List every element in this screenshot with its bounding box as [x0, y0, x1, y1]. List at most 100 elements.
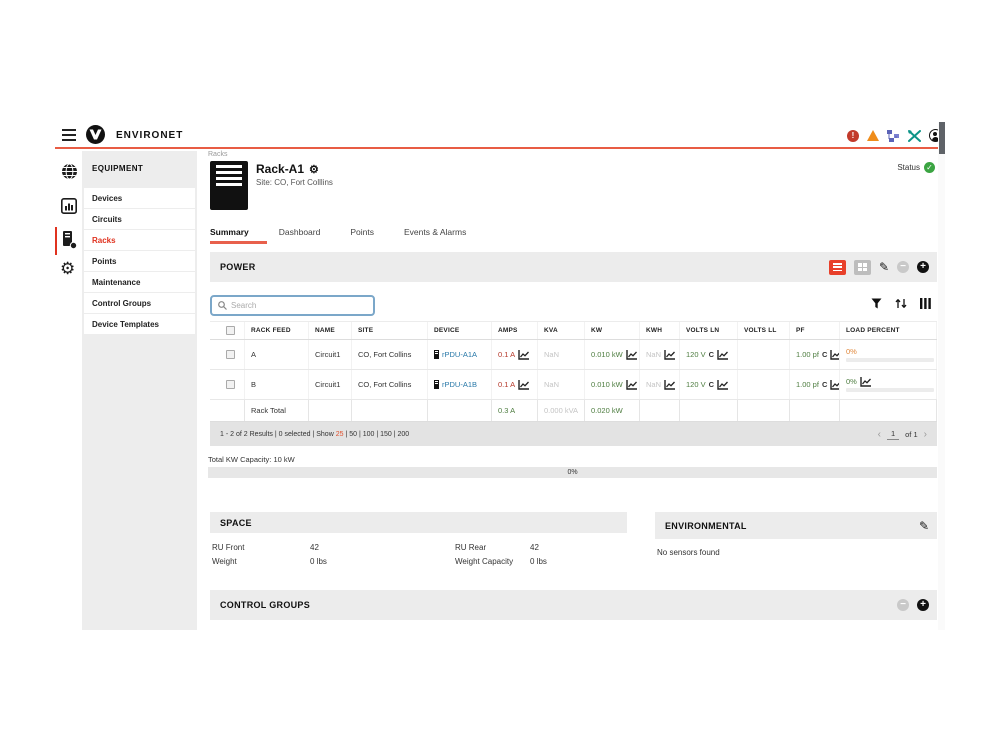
control-groups-add-button[interactable]: +	[917, 599, 929, 611]
table-tools	[871, 298, 931, 309]
sort-icon[interactable]	[895, 298, 907, 309]
column-header-rack-feed[interactable]: RACK FEED	[245, 322, 309, 339]
trend-chart-icon[interactable]	[830, 350, 840, 360]
search-icon	[218, 301, 227, 310]
tab-points[interactable]: Points	[350, 227, 374, 245]
list-view-toggle-button[interactable]	[829, 260, 846, 275]
device-link[interactable]: rPDU-A1B	[428, 370, 492, 399]
sidebar-item-maintenance[interactable]: Maintenance	[84, 272, 195, 292]
sidebar-item-racks[interactable]: Racks	[84, 230, 195, 250]
table-row: B Circuit1 CO, Fort Collins rPDU-A1B 0.1…	[210, 370, 937, 400]
control-groups-remove-button[interactable]: −	[897, 599, 909, 611]
column-header-kwh[interactable]: KWH	[640, 322, 680, 339]
page-navigation: ‹ 1 of 1 ›	[878, 429, 927, 440]
scrollbar-track[interactable]	[938, 122, 945, 630]
sidebar-item-points[interactable]: Points	[84, 251, 195, 271]
environmental-edit-pencil-icon[interactable]: ✎	[919, 520, 929, 532]
pf-value: 1.00 pf	[796, 380, 819, 389]
sidebar-item-device-templates[interactable]: Device Templates	[84, 314, 195, 334]
amps-value: 0.1 A	[498, 380, 515, 389]
kwh-value: NaN	[646, 350, 661, 359]
trend-chart-icon[interactable]	[830, 380, 840, 390]
column-header-amps[interactable]: AMPS	[492, 322, 538, 339]
column-header-kva[interactable]: KVA	[538, 322, 585, 339]
prev-page-chevron[interactable]: ‹	[878, 429, 881, 440]
table-toolbar	[210, 282, 937, 322]
search-box[interactable]	[210, 295, 375, 316]
sidebar-item-label: Control Groups	[92, 299, 151, 308]
trend-chart-icon[interactable]	[518, 350, 530, 360]
sidebar-item-label: Device Templates	[92, 320, 159, 329]
rack-settings-gear-icon[interactable]: ⚙	[309, 163, 319, 176]
sidebar-item-control-groups[interactable]: Control Groups	[84, 293, 195, 313]
calculated-flag: C	[822, 380, 827, 389]
grid-view-toggle-button[interactable]	[854, 260, 871, 275]
rack-feed-value: A	[251, 350, 256, 359]
column-header-pf[interactable]: PF	[790, 322, 840, 339]
site-value: CO, Fort Collins	[358, 350, 411, 359]
settings-gear-icon[interactable]: ⚙	[60, 259, 75, 279]
power-section-title: POWER	[210, 262, 256, 272]
total-kw-capacity-label: Total KW Capacity: 10 kW	[208, 455, 295, 464]
trend-chart-icon[interactable]	[626, 350, 638, 360]
globe-nav-icon[interactable]	[61, 163, 78, 180]
row-checkbox[interactable]	[226, 380, 235, 389]
table-header-row: RACK FEED NAME SITE DEVICE AMPS KVA KW K…	[210, 322, 937, 340]
column-header-device[interactable]: DEVICE	[428, 322, 492, 339]
page-size-options[interactable]: | 50 | 100 | 150 | 200	[345, 431, 409, 438]
topbar-status-icons: !	[847, 129, 942, 142]
integrations-icon[interactable]	[887, 130, 900, 142]
device-link[interactable]: rPDU-A1A	[428, 340, 492, 369]
rack-total-row: Rack Total 0.3 A 0.000 kVA 0.020 kW	[210, 400, 937, 422]
hamburger-menu-icon[interactable]	[62, 129, 76, 141]
sidebar-item-devices[interactable]: Devices	[84, 188, 195, 208]
status-ok-icon: ✓	[924, 162, 935, 173]
warning-alarm-icon[interactable]	[867, 130, 879, 141]
select-all-checkbox[interactable]	[226, 326, 235, 335]
column-header-volts-ll[interactable]: VOLTS LL	[738, 322, 790, 339]
space-field-value: 42	[310, 543, 319, 552]
trend-chart-icon[interactable]	[626, 380, 638, 390]
status-label: Status	[897, 163, 920, 172]
scrollbar-thumb[interactable]	[939, 122, 945, 154]
space-field-label: RU Rear	[455, 543, 486, 552]
rail-selected-indicator	[55, 227, 57, 255]
trend-chart-icon[interactable]	[717, 380, 729, 390]
load-percent-value: 0%	[846, 347, 857, 356]
tools-icon[interactable]	[908, 130, 921, 142]
trend-chart-icon[interactable]	[717, 350, 729, 360]
column-header-load-percent[interactable]: LOAD PERCENT	[840, 322, 937, 339]
filter-funnel-icon[interactable]	[871, 298, 882, 309]
row-checkbox[interactable]	[226, 350, 235, 359]
trend-chart-icon[interactable]	[860, 377, 872, 387]
sidebar-item-label: Maintenance	[92, 278, 140, 287]
column-header-name[interactable]: NAME	[309, 322, 352, 339]
trend-chart-icon[interactable]	[518, 380, 530, 390]
status-indicator: Status ✓	[897, 162, 935, 173]
sidebar-item-circuits[interactable]: Circuits	[84, 209, 195, 229]
capacity-percent: 0%	[567, 469, 577, 476]
column-header-volts-ln[interactable]: VOLTS LN	[680, 322, 738, 339]
equipment-nav-icon[interactable]	[62, 231, 79, 248]
dashboards-nav-icon[interactable]	[61, 198, 78, 215]
tab-events-alarms[interactable]: Events & Alarms	[404, 227, 466, 245]
name-value: Circuit1	[315, 380, 340, 389]
power-edit-pencil-icon[interactable]: ✎	[879, 261, 889, 273]
environmental-section-title: ENVIRONMENTAL	[655, 521, 747, 531]
next-page-chevron[interactable]: ›	[924, 429, 927, 440]
page-size-25[interactable]: 25	[336, 431, 344, 438]
power-remove-button[interactable]: −	[897, 261, 909, 273]
trend-chart-icon[interactable]	[664, 380, 676, 390]
column-header-kw[interactable]: KW	[585, 322, 640, 339]
top-bar	[55, 122, 945, 149]
trend-chart-icon[interactable]	[664, 350, 676, 360]
search-input[interactable]	[231, 301, 351, 310]
columns-icon[interactable]	[920, 298, 931, 309]
breadcrumb[interactable]: Racks	[208, 151, 227, 158]
critical-alarm-icon[interactable]: !	[847, 130, 859, 142]
power-add-button[interactable]: +	[917, 261, 929, 273]
column-header-site[interactable]: SITE	[352, 322, 428, 339]
page-title-row: Rack-A1 ⚙	[256, 162, 319, 176]
tab-dashboard[interactable]: Dashboard	[279, 227, 321, 245]
page-number-input[interactable]: 1	[887, 429, 899, 440]
